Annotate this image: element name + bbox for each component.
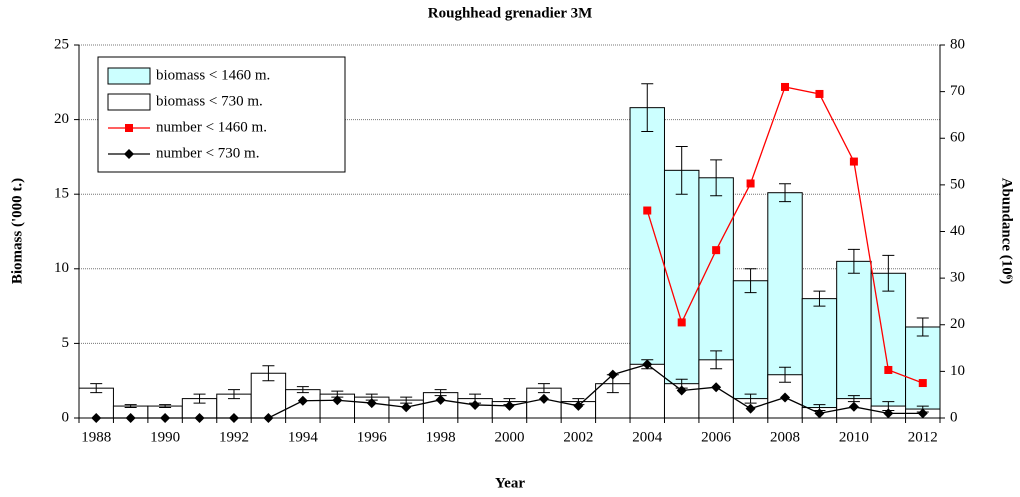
point bbox=[435, 394, 446, 405]
x-tick-label: 2012 bbox=[908, 429, 938, 445]
error-bar bbox=[744, 268, 757, 294]
error-bar bbox=[847, 248, 860, 274]
point bbox=[780, 392, 791, 403]
point bbox=[745, 403, 756, 414]
point bbox=[711, 382, 722, 393]
y2-tick-label: 0 bbox=[950, 409, 958, 425]
point bbox=[297, 395, 308, 406]
chart-title: Roughhead grenadier 3M bbox=[428, 5, 592, 21]
point bbox=[712, 246, 721, 255]
legend-marker bbox=[125, 124, 133, 132]
x-tick-label: 2006 bbox=[701, 429, 732, 445]
point bbox=[848, 401, 859, 412]
y-axis-label: Biomass ('000 t.) bbox=[9, 178, 25, 284]
point bbox=[642, 359, 653, 370]
error-bar bbox=[124, 404, 137, 409]
y-tick-label: 25 bbox=[54, 36, 69, 52]
legend-swatch bbox=[107, 67, 151, 85]
point bbox=[607, 369, 618, 380]
point bbox=[573, 400, 584, 411]
y-tick-label: 0 bbox=[62, 409, 70, 425]
y2-tick-label: 80 bbox=[950, 36, 965, 52]
y2-tick-label: 20 bbox=[950, 316, 965, 332]
point bbox=[504, 400, 515, 411]
error-bar bbox=[641, 83, 654, 133]
legend-label: number < 730 m. bbox=[156, 145, 259, 161]
bar bbox=[836, 260, 872, 419]
point bbox=[917, 408, 928, 419]
error-bar bbox=[882, 254, 895, 292]
legend-label: biomass < 730 m. bbox=[156, 93, 263, 109]
error-bar bbox=[847, 395, 860, 403]
point bbox=[538, 393, 549, 404]
x-tick-label: 1988 bbox=[81, 429, 111, 445]
error-bar bbox=[537, 383, 550, 394]
bar bbox=[629, 363, 665, 419]
x-tick-label: 2000 bbox=[495, 429, 525, 445]
x-tick-label: 1992 bbox=[219, 429, 249, 445]
point bbox=[849, 157, 858, 166]
x-tick-label: 2002 bbox=[563, 429, 593, 445]
point bbox=[918, 379, 927, 388]
x-tick-label: 1998 bbox=[426, 429, 456, 445]
x-axis-label: Year bbox=[495, 475, 525, 491]
point bbox=[676, 385, 687, 396]
bar bbox=[801, 298, 838, 419]
x-tick-label: 1994 bbox=[288, 429, 319, 445]
point bbox=[746, 179, 755, 188]
error-bar bbox=[262, 365, 275, 382]
error-bar bbox=[193, 393, 206, 404]
y2-tick-label: 40 bbox=[950, 223, 965, 239]
y-tick-label: 15 bbox=[54, 186, 69, 202]
point bbox=[366, 398, 377, 409]
y2-tick-label: 30 bbox=[950, 270, 965, 286]
error-bar bbox=[159, 404, 172, 409]
point bbox=[884, 365, 893, 374]
point bbox=[332, 395, 343, 406]
point bbox=[643, 206, 652, 215]
point bbox=[401, 402, 412, 413]
y2-tick-label: 70 bbox=[950, 83, 965, 99]
x-tick-label: 1996 bbox=[357, 429, 388, 445]
x-tick-label: 2008 bbox=[770, 429, 800, 445]
error-bar bbox=[90, 383, 103, 394]
y-tick-label: 5 bbox=[62, 335, 70, 351]
legend-label: number < 1460 m. bbox=[156, 119, 267, 135]
point bbox=[470, 399, 481, 410]
y-tick-label: 20 bbox=[54, 111, 69, 127]
legend-swatch bbox=[107, 93, 151, 111]
y-tick-label: 10 bbox=[54, 260, 69, 276]
bar bbox=[905, 326, 941, 419]
x-tick-label: 2004 bbox=[632, 429, 663, 445]
point bbox=[883, 408, 894, 419]
error-bar bbox=[227, 389, 240, 400]
y2-axis-label: Abundance (10⁶) bbox=[999, 178, 1015, 285]
bar bbox=[663, 169, 700, 419]
legend-label: biomass < 1460 m. bbox=[156, 67, 270, 83]
error-bar bbox=[813, 290, 826, 307]
y2-tick-label: 60 bbox=[950, 130, 965, 146]
y2-tick-label: 10 bbox=[950, 363, 965, 379]
error-bar bbox=[296, 386, 309, 394]
error-bar bbox=[779, 366, 792, 383]
error-bar bbox=[710, 350, 723, 370]
error-bar bbox=[779, 183, 792, 203]
point bbox=[781, 82, 790, 91]
x-tick-label: 2010 bbox=[839, 429, 869, 445]
error-bar bbox=[675, 145, 688, 195]
point bbox=[814, 408, 825, 419]
error-bar bbox=[916, 317, 929, 337]
legend-marker bbox=[124, 149, 134, 159]
point bbox=[815, 89, 824, 98]
error-bar bbox=[710, 159, 723, 197]
y2-tick-label: 50 bbox=[950, 176, 965, 192]
x-tick-label: 1990 bbox=[150, 429, 180, 445]
error-bar bbox=[744, 393, 757, 404]
point bbox=[677, 318, 686, 327]
